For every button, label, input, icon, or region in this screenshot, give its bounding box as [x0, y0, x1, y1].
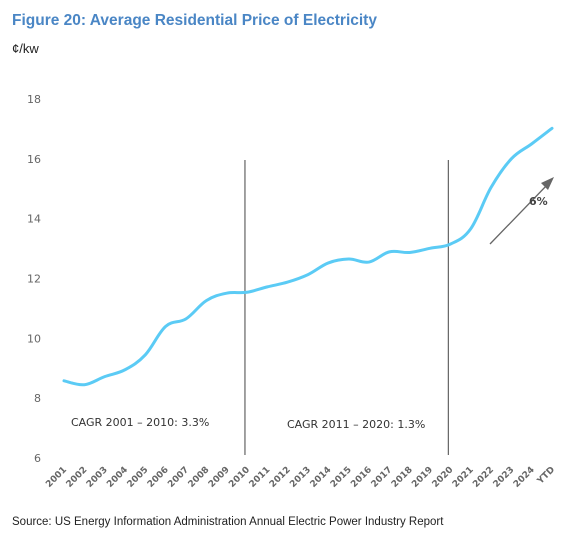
growth-arrow-line — [489, 183, 549, 245]
y-tick-label: 12 — [27, 273, 41, 286]
period-dividers — [244, 160, 449, 455]
x-tick-label: 2023 — [492, 465, 517, 490]
x-tick-label: 2017 — [370, 465, 395, 490]
annotation-growth-rate: 6% — [529, 195, 548, 208]
x-tick-label: YTD — [535, 465, 557, 487]
y-tick-label: 16 — [27, 153, 41, 166]
x-tick-label: 2015 — [329, 465, 354, 490]
x-tick-label: 2013 — [288, 465, 313, 490]
y-tick-label: 10 — [27, 332, 41, 345]
y-axis-unit-label: ¢/kw — [12, 41, 39, 56]
x-tick-label: 2002 — [65, 465, 90, 490]
y-tick-label: 14 — [27, 213, 41, 226]
x-tick-label: 2024 — [512, 465, 537, 490]
y-axis-ticks: 6 8 10 12 14 16 18 — [27, 93, 41, 465]
x-tick-label: 2020 — [431, 465, 456, 490]
x-tick-label: 2004 — [105, 465, 130, 490]
annotation-cagr-2001-2010: CAGR 2001 – 2010: 3.3% — [71, 416, 209, 429]
x-tick-label: 2001 — [44, 465, 69, 490]
y-tick-label: 8 — [34, 392, 41, 405]
x-tick-label: 2022 — [471, 465, 496, 490]
chart-title: Figure 20: Average Residential Price of … — [12, 12, 377, 29]
x-tick-label: 2018 — [390, 465, 415, 490]
x-tick-label: 2008 — [187, 465, 212, 490]
x-axis-ticks: 2001200220032004200520062007200820092010… — [44, 465, 557, 490]
growth-arrow — [489, 177, 554, 245]
x-tick-label: 2009 — [207, 465, 232, 490]
annotation-cagr-2011-2020: CAGR 2011 – 2020: 1.3% — [287, 418, 425, 431]
x-tick-label: 2014 — [309, 465, 334, 490]
y-tick-label: 18 — [27, 93, 41, 106]
x-tick-label: 2005 — [126, 465, 151, 490]
y-tick-label: 6 — [34, 452, 41, 465]
x-tick-label: 2006 — [146, 465, 171, 490]
x-tick-label: 2021 — [451, 465, 476, 490]
growth-arrow-head — [541, 177, 554, 190]
x-tick-label: 2010 — [227, 465, 252, 490]
x-tick-label: 2019 — [410, 465, 435, 490]
x-tick-label: 2016 — [349, 465, 374, 490]
source-note: Source: US Energy Information Administra… — [12, 516, 444, 528]
x-tick-label: 2003 — [85, 465, 110, 490]
x-tick-label: 2012 — [268, 465, 293, 490]
series-line-price — [62, 126, 554, 387]
x-tick-label: 2011 — [248, 465, 273, 490]
x-tick-label: 2007 — [166, 465, 191, 490]
